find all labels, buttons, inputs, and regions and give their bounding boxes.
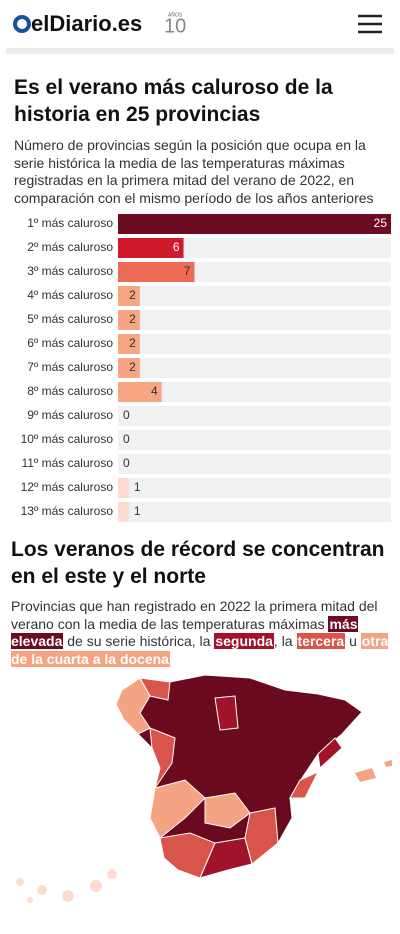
chart-subtitle: Número de provincias según la posición q… (14, 137, 374, 206)
region (139, 677, 171, 701)
bar-chart: 1º más caluroso 25 2º más caluroso 6 3º más … (21, 214, 391, 522)
category-label: 8º más caluroso (27, 384, 113, 398)
category-label: 11º más caluroso (21, 456, 113, 470)
bar (118, 238, 184, 258)
bar (118, 214, 391, 234)
header: elDiario.es AÑOS 10 (6, 11, 394, 54)
bar-track (118, 478, 391, 498)
legend-second: segunda (214, 633, 274, 649)
bar (118, 478, 129, 498)
bar (118, 310, 140, 330)
bar (118, 358, 140, 378)
map (16, 674, 392, 903)
bar-track (118, 430, 391, 450)
bar (118, 382, 162, 402)
bar-track (118, 382, 391, 402)
value-label: 2 (129, 360, 136, 374)
category-label: 5º más caluroso (27, 312, 113, 326)
bar-track (118, 454, 391, 474)
anniversary-small: AÑOS (168, 11, 183, 18)
category-label: 1º más caluroso (27, 216, 113, 230)
category-label: 2º más caluroso (27, 240, 113, 254)
bar (118, 502, 129, 522)
subtitle-text: , la (273, 633, 297, 649)
category-label: 6º más caluroso (27, 336, 113, 350)
bar-track (118, 286, 391, 306)
value-label: 0 (123, 456, 130, 470)
bar-track (118, 358, 391, 378)
region (289, 770, 320, 799)
value-label: 0 (123, 408, 130, 422)
bar (118, 286, 140, 306)
map-subtitle: Provincias que han registrado en 2022 la… (11, 598, 391, 668)
menu-button[interactable] (358, 14, 382, 34)
balearics (355, 768, 376, 782)
region (244, 807, 279, 865)
region (317, 737, 343, 770)
subtitle-text: u (345, 633, 361, 649)
subtitle-text: Provincias que han registrado en 2022 la… (11, 598, 378, 632)
value-label: 7 (184, 264, 191, 278)
bar-track (118, 238, 391, 258)
bar-track (118, 310, 391, 330)
chart-title: Es el verano más caluroso de la historia… (14, 76, 333, 126)
legend-third: tercera (296, 633, 346, 649)
value-label: 1 (134, 504, 141, 518)
bar-track (118, 502, 391, 522)
bar (118, 262, 195, 282)
category-label: 13º más caluroso (21, 504, 114, 518)
value-label: 2 (129, 288, 136, 302)
value-label: 1 (134, 480, 141, 494)
subtitle-text: de su serie histórica, la (63, 633, 215, 649)
divider (6, 48, 394, 54)
category-label: 12º más caluroso (21, 480, 114, 494)
logo-icon (13, 15, 31, 33)
category-label: 10º más caluroso (21, 432, 114, 446)
category-label: 9º más caluroso (27, 408, 113, 422)
bar-track (118, 334, 391, 354)
canary-islands (16, 869, 117, 903)
map-title: Los veranos de récord se concentran en e… (11, 538, 385, 588)
value-label: 0 (123, 432, 130, 446)
value-label: 4 (151, 384, 158, 398)
balearics (384, 760, 392, 767)
value-label: 2 (129, 336, 136, 350)
bar-track (118, 406, 391, 426)
value-label: 2 (129, 312, 136, 326)
anniversary-number: 10 (164, 15, 186, 37)
bar (118, 334, 140, 354)
value-label: 25 (374, 216, 388, 230)
region (199, 837, 253, 879)
category-label: 3º más caluroso (27, 264, 113, 278)
region (214, 695, 239, 731)
region (204, 792, 251, 829)
logo: elDiario.es (31, 11, 142, 36)
region (149, 779, 206, 839)
value-label: 6 (173, 240, 180, 254)
category-label: 7º más caluroso (27, 360, 113, 374)
category-label: 4º más caluroso (27, 288, 113, 302)
